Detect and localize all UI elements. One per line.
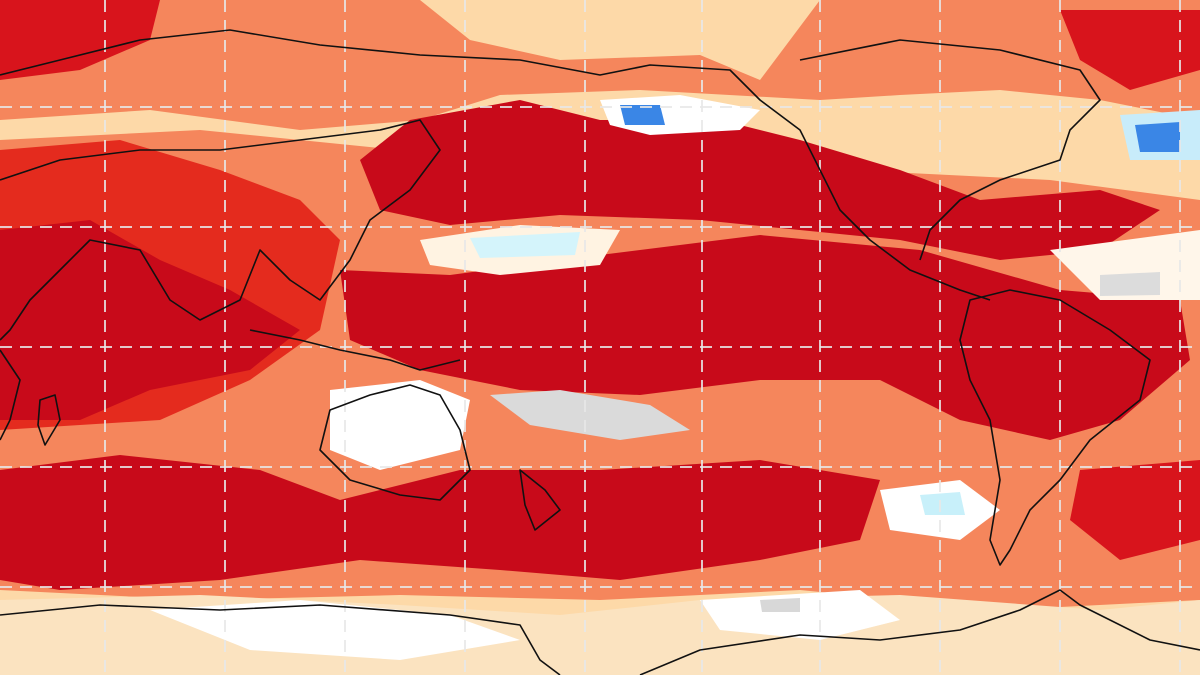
red-northeast xyxy=(1060,10,1200,90)
light-regions xyxy=(0,95,1200,675)
coastline-antarctica-west xyxy=(0,604,561,675)
blue-north-atlantic xyxy=(1135,122,1180,152)
deep-red-south xyxy=(0,455,880,590)
red-south-atlantic xyxy=(1070,460,1200,560)
red-northwest xyxy=(0,0,160,80)
gray-patch xyxy=(490,390,690,440)
coastline-north-america xyxy=(799,39,1101,261)
coastline-south-america xyxy=(959,289,1151,566)
light-blue-stripe xyxy=(470,232,580,258)
white-antarctic-east xyxy=(700,590,900,640)
gray-atlantic xyxy=(1100,272,1160,296)
coastline-asia xyxy=(0,119,441,341)
blue-bering xyxy=(620,105,665,125)
white-australia xyxy=(330,380,470,470)
orange-north xyxy=(0,0,1200,130)
coastline-africa xyxy=(0,349,21,441)
white-antarctic-west xyxy=(150,600,520,660)
coastline-north xyxy=(0,29,991,301)
red-regions xyxy=(0,0,1200,590)
coastline-indonesia xyxy=(249,329,461,371)
coastlines xyxy=(0,29,1200,675)
gray-antarctic xyxy=(760,598,800,612)
coastline-madagascar xyxy=(37,394,61,446)
light-blue-south-pacific xyxy=(920,492,965,515)
coastline-new-zealand xyxy=(519,469,561,531)
deep-red-north-pacific xyxy=(360,100,1160,260)
coastline-australia xyxy=(319,384,471,501)
coastline-antarctica-east xyxy=(639,589,1200,675)
deep-red-equatorial xyxy=(340,235,1190,440)
white-atlantic xyxy=(1050,230,1200,300)
